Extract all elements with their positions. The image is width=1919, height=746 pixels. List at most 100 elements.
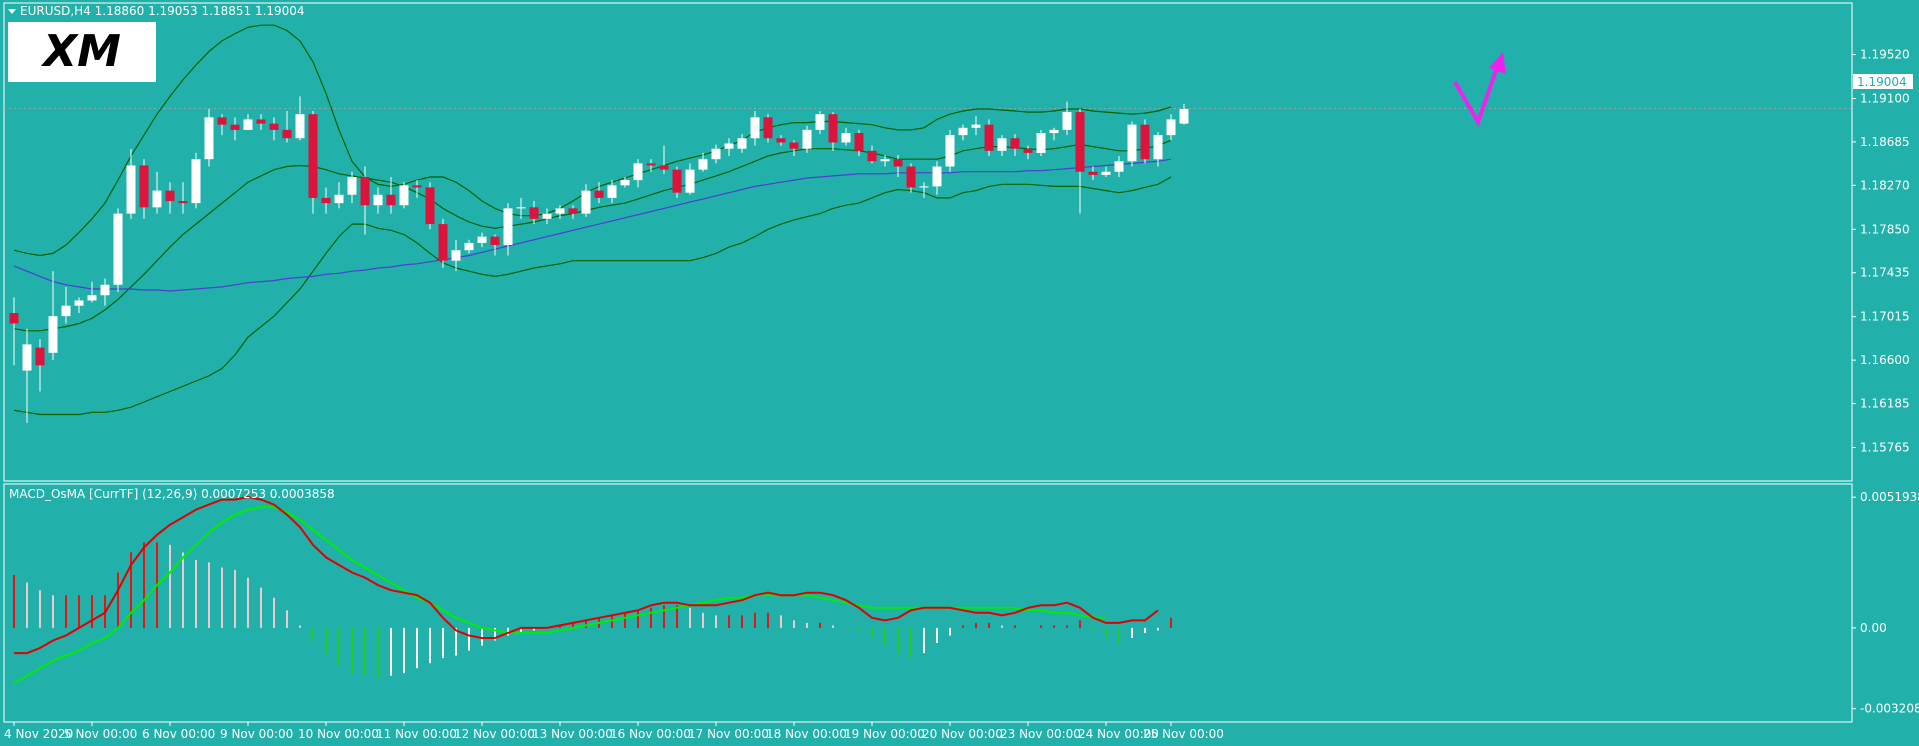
candle-body bbox=[165, 190, 175, 202]
candle-body bbox=[1101, 171, 1111, 175]
candle-body bbox=[360, 176, 370, 206]
candle-body bbox=[620, 180, 630, 186]
candle-body bbox=[347, 176, 357, 195]
candle-body bbox=[139, 165, 149, 208]
candle-body bbox=[373, 194, 383, 206]
candle-body bbox=[126, 165, 136, 214]
current-price-box bbox=[1853, 74, 1913, 89]
macd-line bbox=[14, 495, 1159, 655]
candle-body bbox=[971, 124, 981, 128]
candle-body bbox=[61, 305, 71, 317]
time-tick-label: 6 Nov 00:00 bbox=[142, 727, 215, 741]
candle-body bbox=[646, 163, 656, 166]
collapse-triangle-icon[interactable] bbox=[8, 9, 16, 14]
candle-body bbox=[1023, 148, 1033, 153]
candle-body bbox=[607, 185, 617, 198]
macd-header: MACD_OsMA [CurrTF] (12,26,9) 0.0007253 0… bbox=[9, 487, 335, 501]
signal-line bbox=[13, 506, 1106, 685]
candle-body bbox=[542, 213, 552, 219]
price-panel-frame bbox=[3, 2, 1853, 482]
current-price-label: 1.19004 bbox=[1857, 75, 1907, 89]
forecast-arrow-head-icon bbox=[1489, 52, 1506, 74]
candle-body bbox=[1049, 129, 1059, 134]
candle-body bbox=[776, 138, 786, 143]
price-tick-label: 1.17850 bbox=[1860, 222, 1910, 236]
candle-body bbox=[399, 185, 409, 206]
candle-body bbox=[906, 166, 916, 188]
candle-body bbox=[22, 344, 32, 371]
time-tick-label: 10 Nov 00:00 bbox=[298, 727, 379, 741]
candle-body bbox=[87, 295, 97, 301]
time-tick-label: 18 Nov 00:00 bbox=[766, 727, 847, 741]
candle-body bbox=[789, 142, 799, 149]
candle-body bbox=[1075, 112, 1085, 172]
macd-tick-label: 0.00 bbox=[1860, 621, 1887, 635]
candle-body bbox=[1153, 135, 1163, 160]
candle-body bbox=[217, 117, 227, 125]
candle-body bbox=[321, 197, 331, 204]
candle-body bbox=[295, 114, 305, 139]
candle-body bbox=[74, 300, 84, 306]
candle-body bbox=[412, 185, 422, 188]
candle-body bbox=[438, 224, 448, 261]
candle-body bbox=[763, 117, 773, 139]
candle-body bbox=[1166, 119, 1176, 136]
candle-body bbox=[958, 127, 968, 136]
candle-body bbox=[48, 316, 58, 353]
bollinger-upper-line bbox=[13, 24, 1172, 257]
time-tick-label: 17 Nov 00:00 bbox=[688, 727, 769, 741]
candle-body bbox=[516, 207, 526, 209]
candle-body bbox=[113, 213, 123, 285]
candle-body bbox=[880, 159, 890, 162]
candle-body bbox=[802, 129, 812, 149]
candle-body bbox=[698, 159, 708, 170]
candle-body bbox=[737, 138, 747, 149]
candle-body bbox=[529, 207, 539, 219]
price-tick-label: 1.17435 bbox=[1860, 266, 1910, 280]
candle-body bbox=[633, 163, 643, 181]
candle-body bbox=[1140, 124, 1150, 160]
candle-body bbox=[841, 133, 851, 143]
time-tick-label: 12 Nov 00:00 bbox=[454, 727, 535, 741]
moving-average-line bbox=[13, 158, 1172, 292]
price-tick-label: 1.18270 bbox=[1860, 178, 1910, 192]
price-tick-label: 1.19520 bbox=[1860, 48, 1910, 62]
logo-text: XM bbox=[40, 26, 121, 77]
price-tick-label: 1.17015 bbox=[1860, 310, 1910, 324]
candle-body bbox=[685, 169, 695, 193]
macd-panel-frame bbox=[3, 483, 1853, 723]
candle-body bbox=[100, 284, 110, 296]
forecast-arrows bbox=[1453, 52, 1506, 127]
candle-body bbox=[178, 201, 188, 204]
candle-body bbox=[659, 165, 669, 170]
price-tick-label: 1.15765 bbox=[1860, 441, 1910, 455]
symbol-header: EURUSD,H4 1.18860 1.19053 1.18851 1.1900… bbox=[20, 4, 305, 18]
candle-body bbox=[9, 313, 19, 324]
candle-body bbox=[334, 194, 344, 204]
candle-body bbox=[1114, 161, 1124, 172]
candle-body bbox=[750, 117, 760, 139]
bollinger-middle-line bbox=[13, 139, 1172, 332]
candle-body bbox=[256, 119, 266, 124]
time-tick-label: 5 Nov 00:00 bbox=[64, 727, 137, 741]
macd-tick-label: 0.0051938 bbox=[1860, 490, 1919, 504]
candle-body bbox=[269, 123, 279, 130]
price-tick-label: 1.18685 bbox=[1860, 135, 1910, 149]
candle-body bbox=[854, 133, 864, 151]
time-tick-label: 20 Nov 00:00 bbox=[922, 727, 1003, 741]
candle-body bbox=[1010, 138, 1020, 149]
candle-body bbox=[1062, 112, 1072, 130]
candle-body bbox=[35, 347, 45, 366]
candle-body bbox=[893, 159, 903, 167]
time-tick-label: 16 Nov 00:00 bbox=[610, 727, 691, 741]
candle-body bbox=[594, 190, 604, 198]
candle-body bbox=[997, 138, 1007, 151]
candle-body bbox=[984, 124, 994, 151]
candle-body bbox=[204, 117, 214, 160]
candle-body bbox=[490, 236, 500, 245]
candle-body bbox=[503, 208, 513, 245]
price-tick-label: 1.16600 bbox=[1860, 353, 1910, 367]
candle-body bbox=[152, 190, 162, 208]
candle-body bbox=[230, 124, 240, 130]
